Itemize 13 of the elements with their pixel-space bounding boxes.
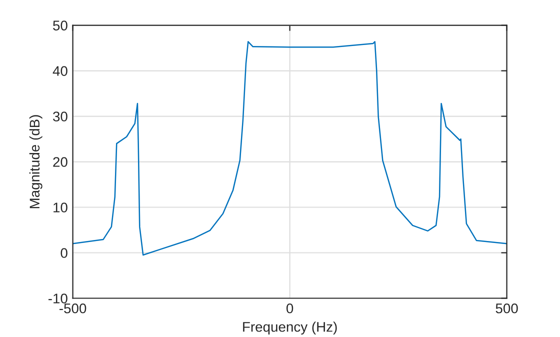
x-tick-label: 0 [286, 303, 294, 314]
y-axis-title: Magnitude (dB) [29, 115, 42, 208]
x-tick-label: -500 [60, 303, 86, 314]
y-tick-label: 40 [52, 66, 68, 76]
y-tick-label: 30 [53, 112, 68, 122]
y-tick-label: 10 [54, 202, 68, 212]
x-axis-title: Frequency (Hz) [243, 322, 337, 335]
line-series [72, 41, 507, 256]
y-tick-label: 20 [53, 157, 68, 167]
x-tick-label: 500 [496, 303, 518, 314]
y-tick-label: 50 [53, 20, 68, 30]
y-tick-label: -10 [48, 294, 68, 304]
y-tick-label: 0 [60, 248, 68, 258]
